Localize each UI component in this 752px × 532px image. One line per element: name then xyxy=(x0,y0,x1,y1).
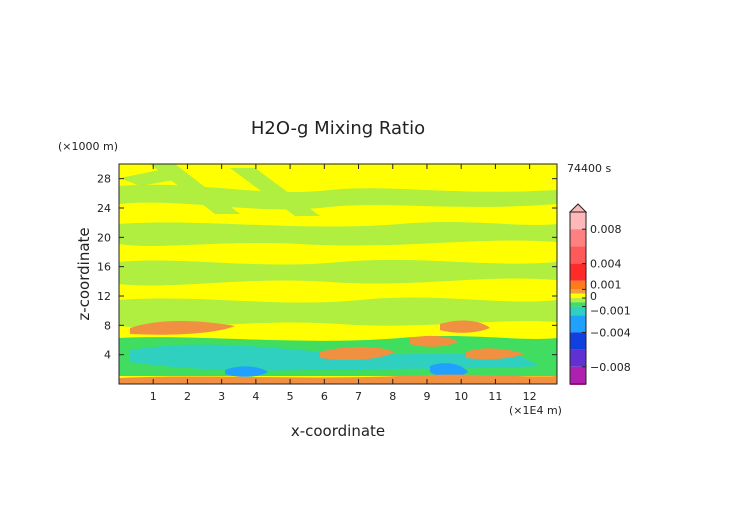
x-tick-label: 6 xyxy=(321,390,328,403)
colorbar-segment xyxy=(570,349,586,367)
field-orange-4 xyxy=(410,335,458,347)
field-lower-blue-2 xyxy=(430,363,468,378)
field-lower-blue-1 xyxy=(225,366,268,377)
field-orange-5 xyxy=(466,348,525,360)
field-orange-3 xyxy=(440,320,490,333)
colorbar-label: −0.008 xyxy=(590,361,631,374)
colorbar-segment xyxy=(570,280,586,290)
colorbar-segment xyxy=(570,332,586,350)
x-unit-label: (×1E4 m) xyxy=(509,404,562,417)
heatmap-field xyxy=(118,163,558,385)
colorbar-segment xyxy=(570,315,586,333)
colorbar-segment xyxy=(570,302,586,307)
x-tick-label: 11 xyxy=(488,390,502,403)
field-band-mid-upper xyxy=(119,222,557,246)
field-orange-surface xyxy=(119,374,557,384)
colorbar-segment xyxy=(570,263,586,281)
colorbar-segment xyxy=(570,289,586,294)
y-tick-label: 8 xyxy=(104,319,111,332)
colorbar-segment xyxy=(570,293,586,298)
y-unit-label: (×1000 m) xyxy=(58,140,118,153)
colorbar-segment xyxy=(570,366,586,384)
x-tick-label: 8 xyxy=(389,390,396,403)
field-band-diag-2 xyxy=(230,168,320,216)
x-tick-label: 9 xyxy=(423,390,430,403)
time-label: 74400 s xyxy=(567,162,611,175)
colorbar-segment xyxy=(570,298,586,303)
x-axis-label: x-coordinate xyxy=(291,422,385,440)
colorbar-label: −0.004 xyxy=(590,326,631,339)
plot-frame xyxy=(118,163,558,385)
colorbar-extend-arrow xyxy=(568,203,588,213)
y-tick-label: 20 xyxy=(97,231,111,244)
x-tick-label: 1 xyxy=(150,390,157,403)
colorbar-segment xyxy=(570,246,586,264)
y-tick-label: 4 xyxy=(104,349,111,362)
y-axis-label: z-coordinate xyxy=(75,227,93,320)
x-tick-label: 5 xyxy=(287,390,294,403)
x-tick-label: 10 xyxy=(454,390,468,403)
chart-title: H2O-g Mixing Ratio xyxy=(251,118,425,139)
y-tick-label: 28 xyxy=(97,173,111,186)
field-orange-2 xyxy=(320,346,395,360)
y-axis: 4 8 12 16 20 24 28 xyxy=(97,173,557,362)
colorbar-segment xyxy=(570,212,586,230)
colorbar-segment xyxy=(570,229,586,247)
y-tick-label: 16 xyxy=(97,261,111,274)
colorbar-label: 0 xyxy=(590,290,597,303)
colorbar-label: −0.001 xyxy=(590,305,631,318)
x-tick-label: 3 xyxy=(218,390,225,403)
colorbar-label: 0.008 xyxy=(590,223,622,236)
field-orange-1 xyxy=(130,321,235,335)
x-tick-label: 2 xyxy=(184,390,191,403)
colorbar-label: 0.001 xyxy=(590,278,622,291)
y-tick-label: 12 xyxy=(97,290,111,303)
x-tick-label: 7 xyxy=(355,390,362,403)
x-tick-label: 4 xyxy=(252,390,259,403)
field-band-upper xyxy=(119,184,557,210)
x-axis: 1 2 3 4 5 6 7 8 9 10 11 12 xyxy=(150,164,537,403)
colorbar-label: 0.004 xyxy=(590,258,622,271)
colorbar-segment xyxy=(570,306,586,316)
field-band-mid xyxy=(119,259,557,286)
field-band-diag-3 xyxy=(120,170,185,186)
x-tick-label: 12 xyxy=(523,390,537,403)
y-tick-label: 24 xyxy=(97,202,111,215)
field-band-lower xyxy=(119,297,557,328)
